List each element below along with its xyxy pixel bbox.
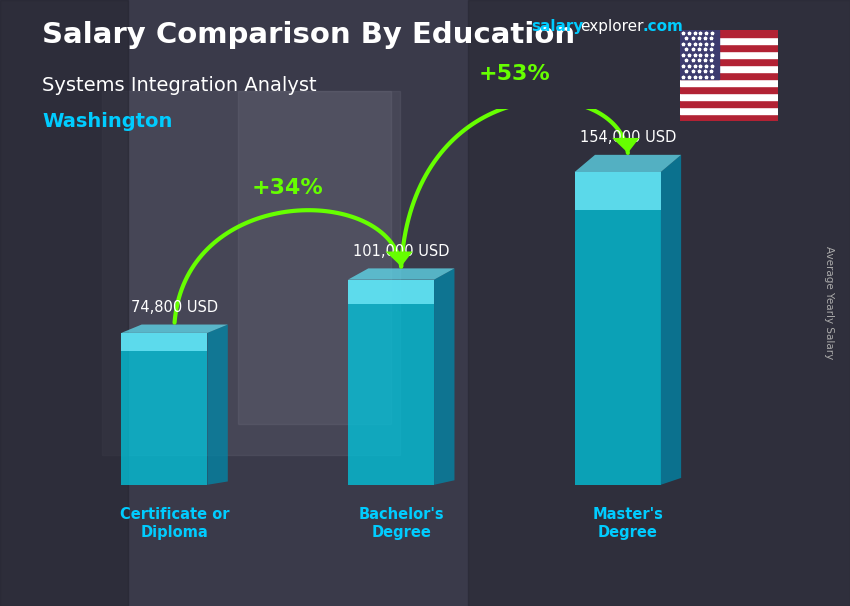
Polygon shape — [122, 325, 228, 333]
Bar — [680, 107, 778, 114]
Text: Washington: Washington — [42, 112, 173, 131]
Text: explorer: explorer — [581, 19, 644, 35]
Bar — [468, 0, 850, 606]
Polygon shape — [575, 172, 660, 485]
Text: Master's
Degree: Master's Degree — [592, 507, 663, 540]
Bar — [680, 65, 778, 72]
Bar — [680, 52, 778, 58]
Polygon shape — [348, 280, 434, 485]
Polygon shape — [575, 172, 660, 210]
Polygon shape — [575, 155, 681, 172]
Text: +53%: +53% — [479, 64, 551, 84]
Text: Systems Integration Analyst: Systems Integration Analyst — [42, 76, 317, 95]
Bar — [680, 93, 778, 100]
Polygon shape — [207, 325, 228, 485]
Text: salary: salary — [531, 19, 584, 35]
Bar — [680, 44, 778, 52]
Bar — [680, 72, 778, 79]
Text: Average Yearly Salary: Average Yearly Salary — [824, 247, 834, 359]
Polygon shape — [612, 138, 639, 153]
Text: +34%: +34% — [252, 178, 324, 198]
Polygon shape — [348, 280, 434, 304]
Polygon shape — [122, 333, 207, 351]
Bar — [102, 91, 400, 454]
Text: 74,800 USD: 74,800 USD — [131, 300, 218, 315]
Text: .com: .com — [643, 19, 683, 35]
Polygon shape — [386, 251, 413, 267]
Polygon shape — [434, 268, 455, 485]
Bar — [238, 91, 391, 424]
Bar — [680, 30, 719, 79]
Bar — [680, 79, 778, 86]
Text: 101,000 USD: 101,000 USD — [353, 244, 450, 259]
Bar — [680, 30, 778, 38]
Polygon shape — [122, 333, 207, 485]
Text: 154,000 USD: 154,000 USD — [580, 130, 676, 145]
Polygon shape — [660, 155, 681, 485]
Polygon shape — [348, 268, 455, 280]
Text: Certificate or
Diploma: Certificate or Diploma — [120, 507, 230, 540]
Bar — [0, 0, 128, 606]
Bar — [680, 58, 778, 65]
Bar — [680, 100, 778, 107]
Text: Salary Comparison By Education: Salary Comparison By Education — [42, 21, 575, 49]
Bar — [680, 86, 778, 93]
Bar — [680, 38, 778, 44]
Bar — [680, 114, 778, 121]
Text: Bachelor's
Degree: Bachelor's Degree — [359, 507, 444, 540]
